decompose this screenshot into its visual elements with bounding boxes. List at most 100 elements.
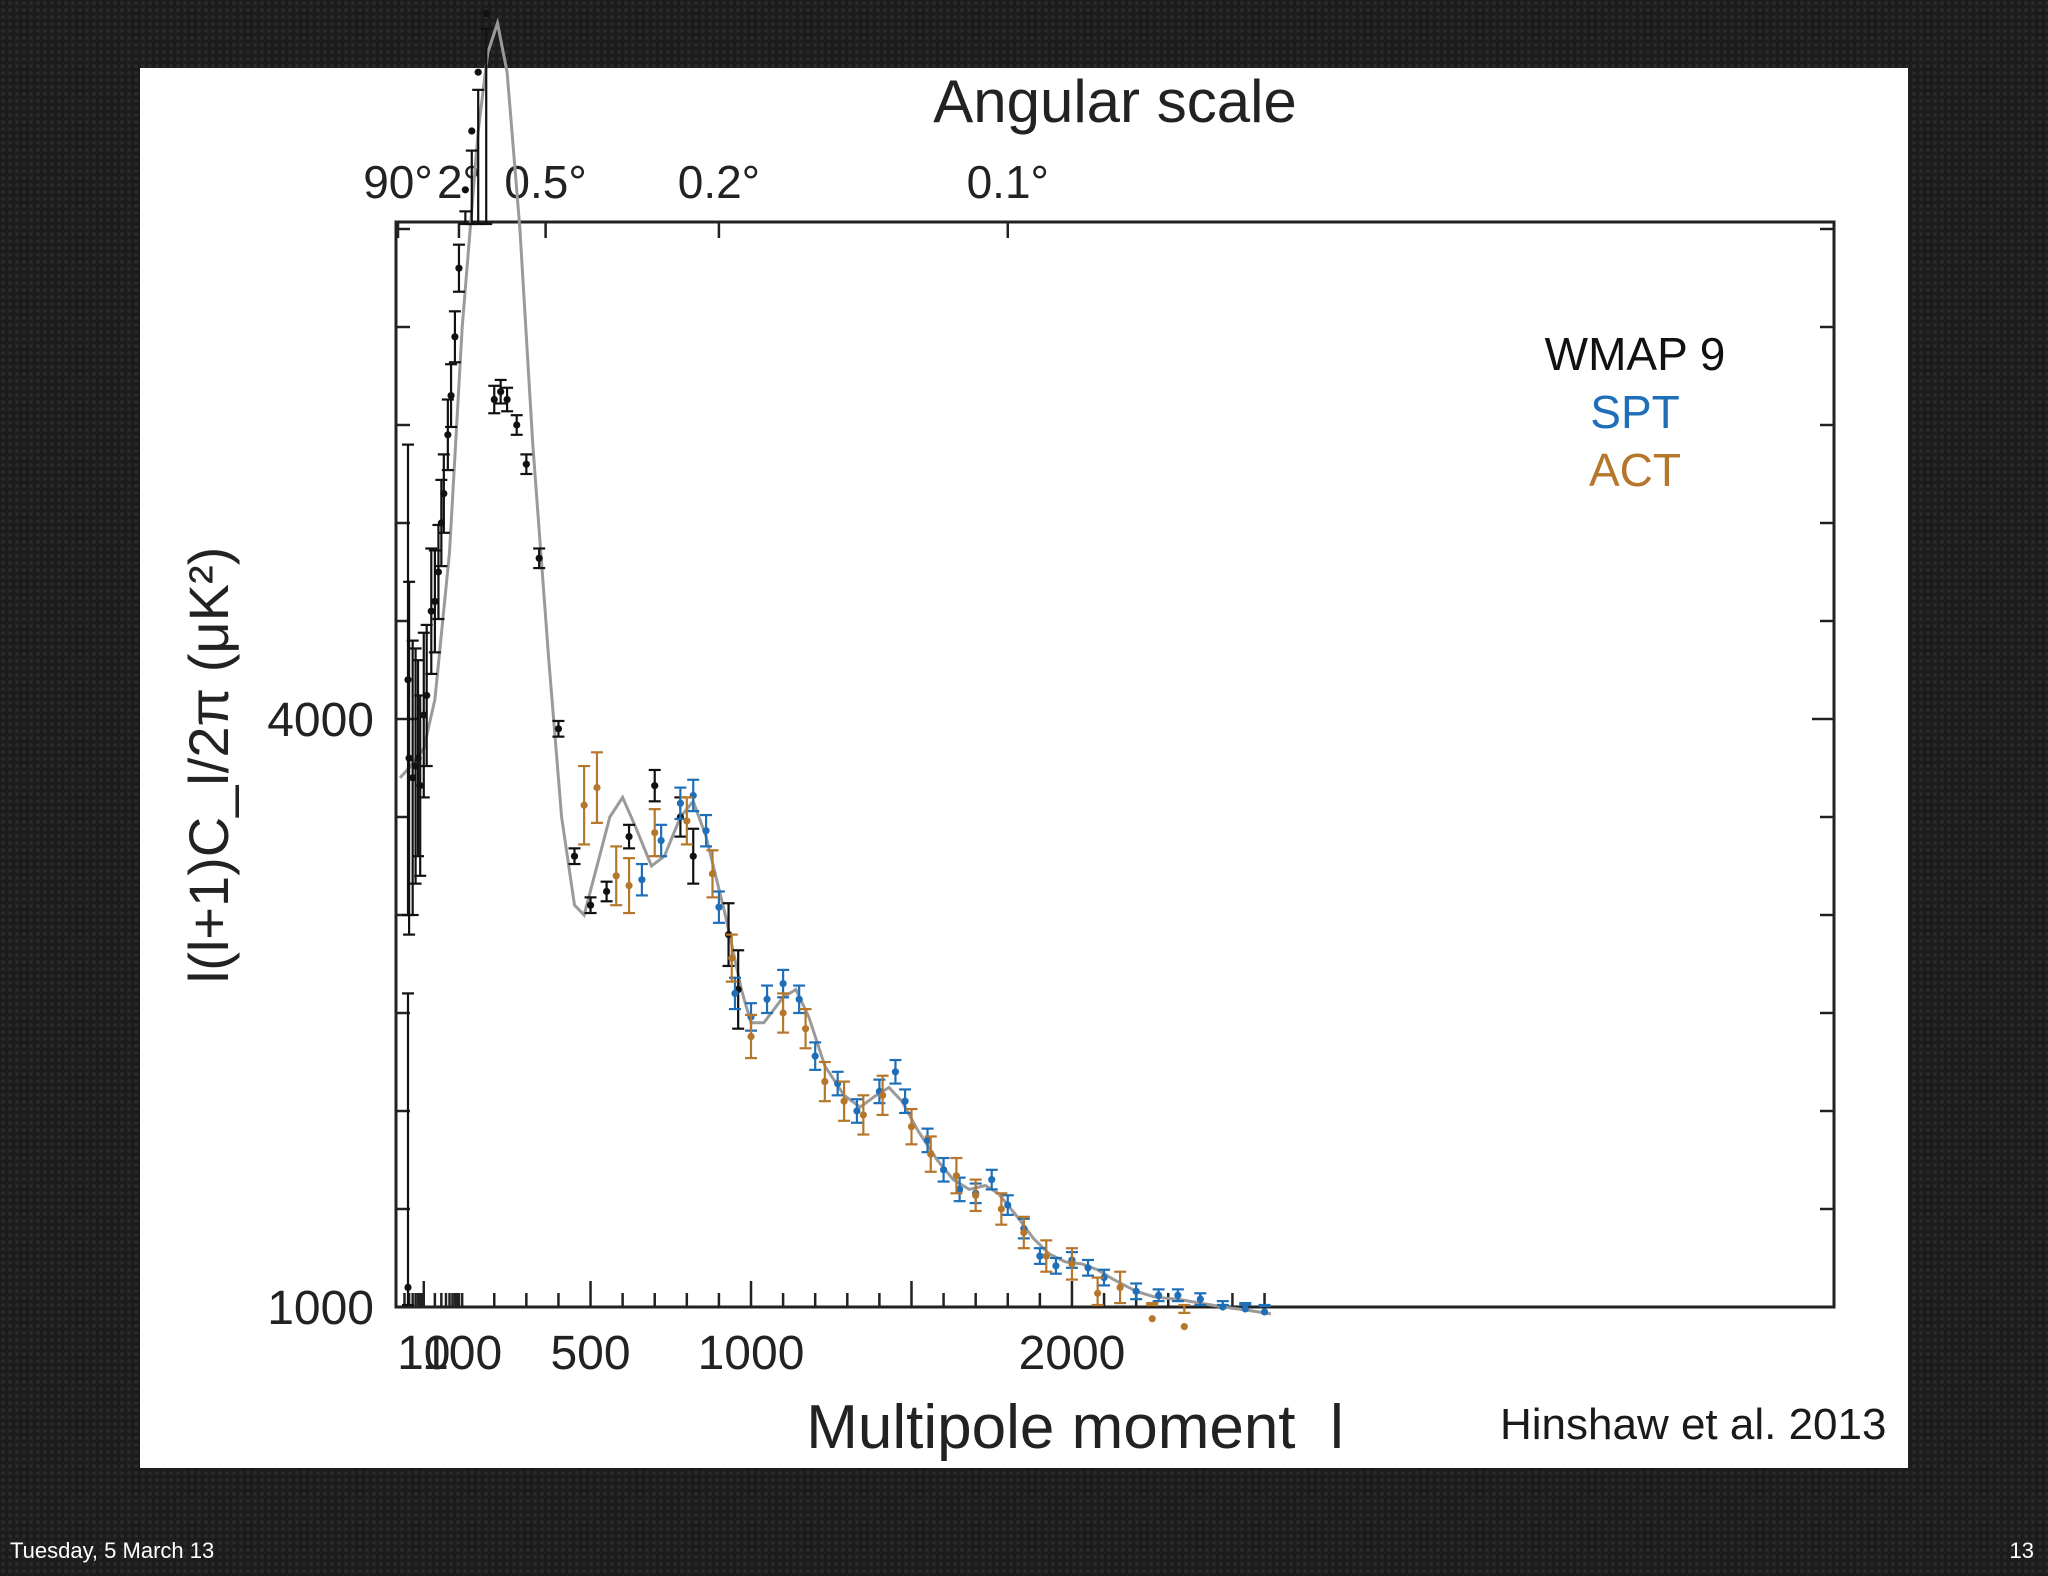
act-point xyxy=(1042,1252,1050,1260)
spt-point xyxy=(1084,1264,1092,1272)
wmap-9-point xyxy=(602,887,611,896)
act-point xyxy=(708,870,717,878)
act-point xyxy=(859,1111,867,1119)
spt-point xyxy=(779,980,787,988)
citation-text: Hinshaw et al. 2013 xyxy=(1500,1400,1887,1449)
wmap-9-point xyxy=(405,754,413,762)
act-point xyxy=(593,784,601,792)
spt-point xyxy=(853,1107,861,1115)
wmap-9-point xyxy=(651,782,659,790)
wmap-9-point xyxy=(431,597,439,606)
y-tick-label: 1000 xyxy=(267,1282,374,1335)
top-tick-label: 0.2° xyxy=(678,156,760,208)
top-tick-label: 0.1° xyxy=(967,156,1049,208)
wmap-9-point xyxy=(423,691,431,700)
x-axis-label: Multipole moment l xyxy=(806,1393,1344,1462)
spt-point xyxy=(1260,1308,1269,1316)
wmap-9-point xyxy=(461,186,469,194)
wmap-9-point xyxy=(420,711,428,719)
act-point xyxy=(927,1150,935,1158)
wmap-9-point xyxy=(404,1283,412,1291)
spt-point xyxy=(891,1068,900,1076)
model-curve xyxy=(398,17,1272,1316)
legend: WMAP 9 SPT ACT xyxy=(1545,328,1726,496)
wmap-9-point xyxy=(444,431,452,439)
right-axis-ticks xyxy=(1812,227,1834,1309)
spt-point xyxy=(795,995,803,1003)
x-tick-label: 2000 xyxy=(1019,1327,1126,1380)
act-point xyxy=(612,872,620,880)
spt-point xyxy=(956,1185,964,1193)
legend-wmap: WMAP 9 xyxy=(1545,328,1726,380)
wmap-9-point xyxy=(586,901,595,909)
y-tick-label: 4000 xyxy=(267,694,374,747)
act-point xyxy=(1116,1283,1124,1291)
spt-point xyxy=(939,1166,948,1174)
act-point xyxy=(801,1025,810,1033)
spt-point xyxy=(1036,1252,1044,1260)
x-tick-label: 500 xyxy=(550,1327,630,1380)
spt-point xyxy=(763,995,771,1003)
act-point xyxy=(779,1009,787,1017)
wmap-9-point xyxy=(416,782,424,790)
act-point xyxy=(580,801,588,809)
spt-point xyxy=(1196,1295,1204,1303)
wmap-9-point xyxy=(535,554,543,562)
spt-point xyxy=(676,799,685,807)
spt-point xyxy=(988,1176,996,1184)
act-point xyxy=(878,1091,887,1099)
left-axis-ticks: 4000 1000 xyxy=(267,227,418,1335)
spt-point xyxy=(715,903,723,911)
wmap-9-point xyxy=(513,421,521,429)
spt-point xyxy=(1132,1287,1140,1295)
spt-point xyxy=(1100,1274,1108,1282)
wmap-9-point xyxy=(447,392,455,400)
spt-point xyxy=(657,836,665,845)
act-point xyxy=(651,829,659,837)
wmap-9-point xyxy=(440,490,448,498)
wmap-9-point xyxy=(482,9,490,17)
act-point xyxy=(997,1205,1005,1213)
x-tick-label: 10 xyxy=(397,1327,450,1380)
y-axis-label: l(l+1)C_l/2π (μK²) xyxy=(177,547,240,984)
wmap-9-point xyxy=(455,264,463,272)
act-point xyxy=(907,1123,916,1131)
spt-point xyxy=(702,827,710,835)
top-axis-ticks: 90° 2° 0.5° 0.2° 0.1° xyxy=(363,156,1049,238)
legend-act: ACT xyxy=(1589,444,1681,496)
spt-point xyxy=(1155,1291,1163,1299)
act-point xyxy=(1020,1228,1028,1237)
wmap-9-point xyxy=(570,852,579,860)
act-point xyxy=(747,1032,755,1041)
wmap-9-point xyxy=(503,395,511,404)
data-points xyxy=(402,9,1271,1331)
act-point xyxy=(821,1078,829,1086)
act-point xyxy=(1180,1323,1188,1331)
act-point xyxy=(728,954,736,962)
wmap-9-point xyxy=(474,68,482,76)
spt-point xyxy=(1219,1303,1227,1311)
spt-point xyxy=(731,989,739,998)
spt-point xyxy=(901,1097,909,1105)
plot-frame xyxy=(394,220,1836,1309)
wmap-9-point xyxy=(554,725,563,733)
act-point xyxy=(625,882,633,890)
wmap-9-point xyxy=(522,460,530,468)
wmap-9-point xyxy=(625,833,633,841)
top-axis-label: Angular scale xyxy=(933,68,1297,135)
act-point xyxy=(1068,1260,1076,1268)
x-tick-label: 1000 xyxy=(698,1327,805,1380)
spt-point xyxy=(638,876,646,884)
act-point xyxy=(972,1191,980,1199)
spt-point xyxy=(923,1136,932,1144)
act-point xyxy=(840,1097,848,1105)
wmap-9-point xyxy=(689,852,697,860)
wmap-9-point xyxy=(497,388,505,396)
legend-spt: SPT xyxy=(1590,386,1679,438)
spt-point xyxy=(1004,1201,1012,1209)
act-point xyxy=(1148,1315,1156,1323)
page-number: 13 xyxy=(2009,1538,2034,1563)
footer-date: Tuesday, 5 March 13 xyxy=(10,1538,215,1563)
